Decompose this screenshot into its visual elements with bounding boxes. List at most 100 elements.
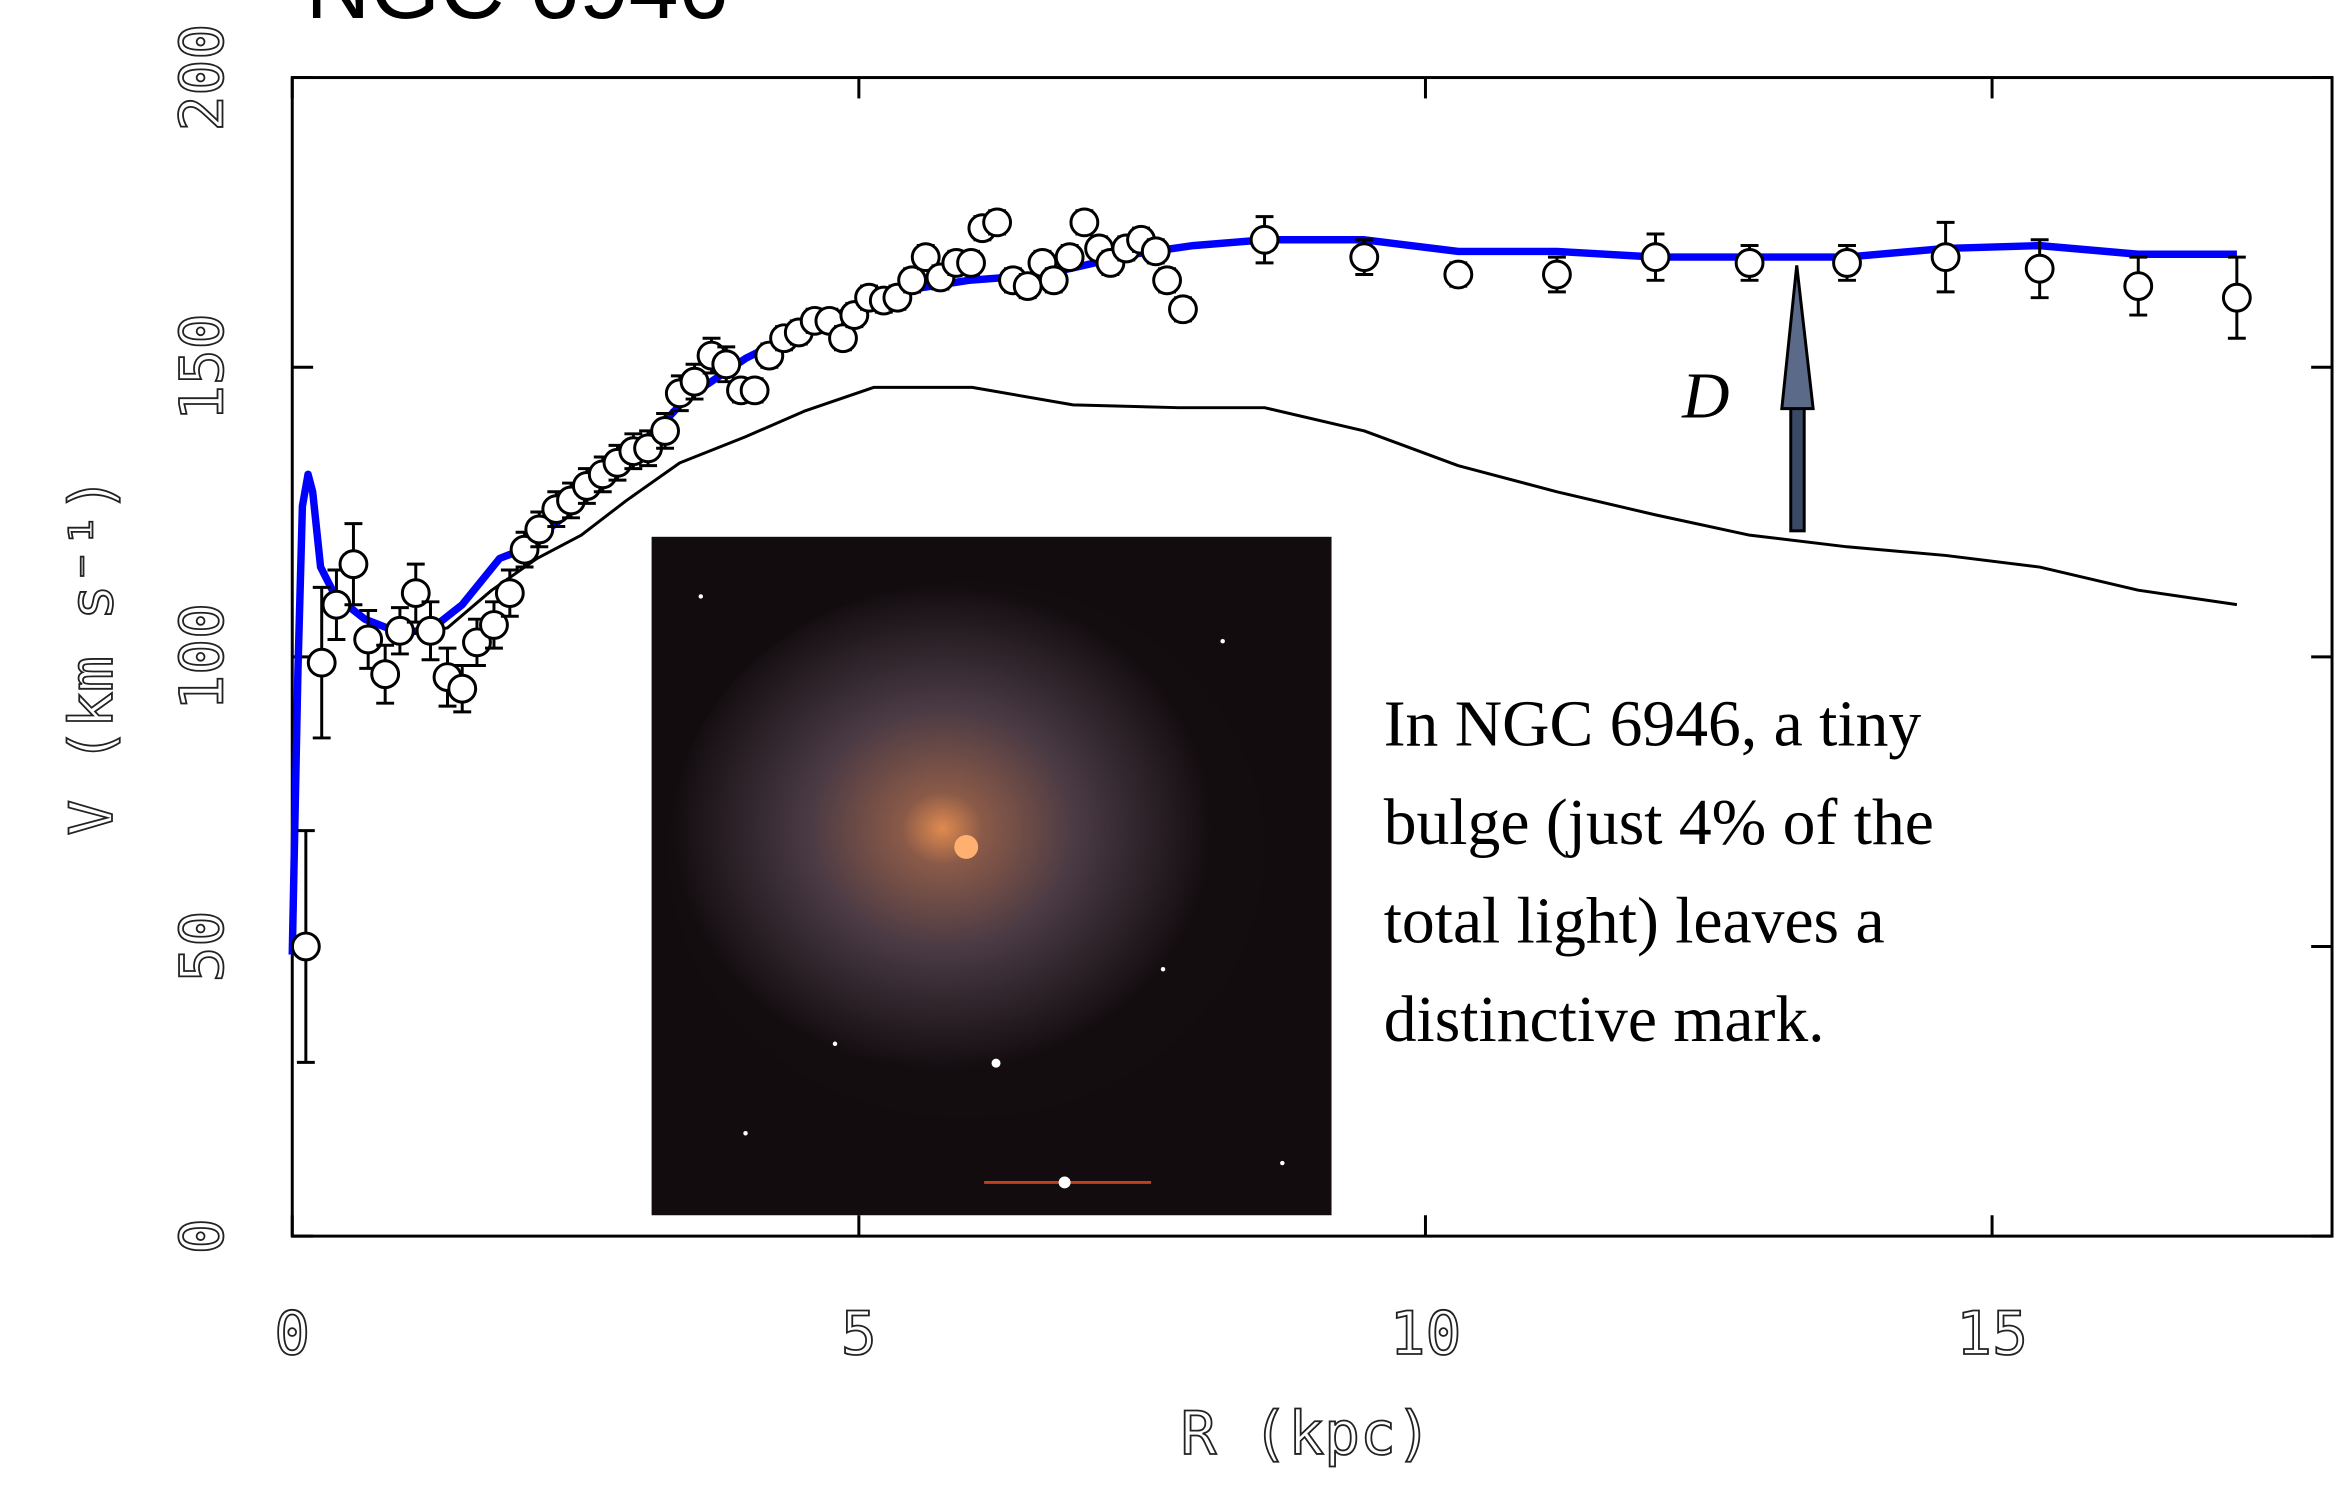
marker — [1152, 265, 1183, 296]
model-curve — [409, 385, 2238, 636]
chart-title: NGC 6946 — [306, 0, 729, 37]
marker — [956, 248, 986, 278]
marker — [1249, 224, 1280, 255]
marker — [1349, 242, 1380, 273]
data-point — [2123, 255, 2154, 317]
data-point — [370, 643, 401, 705]
data-point — [650, 412, 680, 450]
data-point — [509, 530, 540, 569]
data-point — [1249, 215, 1280, 265]
data-point — [1012, 271, 1043, 302]
data-point — [739, 375, 770, 406]
data-point — [462, 617, 492, 668]
data-point — [1832, 244, 1862, 282]
marker — [494, 578, 525, 609]
data-point — [290, 829, 321, 1064]
marker — [1038, 265, 1069, 296]
data-point — [956, 248, 986, 278]
data-point — [1542, 255, 1572, 294]
marker — [524, 514, 555, 545]
data-point — [338, 522, 369, 607]
data-point — [384, 606, 415, 656]
y-axis-label: V (km s⁻¹) — [58, 477, 127, 836]
data-point — [711, 345, 742, 384]
marker — [711, 349, 742, 380]
marker — [1443, 259, 1474, 290]
x-tick-label: 0 — [274, 1300, 310, 1369]
marker — [509, 534, 540, 565]
marker — [910, 242, 941, 273]
data-point — [1168, 294, 1198, 325]
y-tick-label: 100 — [168, 603, 237, 711]
data-point — [1734, 244, 1765, 282]
y-tick-label: 0 — [168, 1218, 237, 1254]
data-point — [1640, 232, 1671, 282]
arrow — [1780, 265, 1815, 533]
marker — [400, 578, 431, 609]
marker — [2024, 253, 2055, 284]
data-point — [479, 600, 509, 650]
marker — [2123, 271, 2154, 302]
marker — [679, 366, 710, 397]
marker — [2221, 282, 2252, 313]
marker — [739, 375, 770, 406]
marker — [415, 615, 446, 646]
y-tick-label: 200 — [168, 24, 237, 132]
annotation-line: bulge (just 4% of the — [1384, 787, 1934, 859]
marker — [384, 615, 415, 646]
marker — [897, 265, 928, 296]
annotation-line: distinctive mark. — [1384, 984, 1825, 1056]
galaxy-image — [651, 536, 1332, 1216]
x-tick-label: 10 — [1390, 1300, 1462, 1369]
data-point — [1038, 265, 1069, 296]
marker — [1832, 248, 1862, 278]
marker — [479, 610, 509, 640]
marker — [982, 207, 1013, 238]
marker — [1054, 242, 1085, 273]
data-point — [828, 323, 858, 354]
data-point — [910, 242, 941, 273]
data-point — [1069, 207, 1100, 238]
x-axis-label: R (kpc) — [1181, 1400, 1432, 1469]
marker — [828, 323, 858, 354]
data-point — [2221, 255, 2252, 340]
data-point — [982, 207, 1013, 238]
marker — [447, 673, 478, 704]
x-tick-label: 15 — [1956, 1300, 2028, 1369]
data-point — [400, 562, 431, 624]
data-point — [2024, 238, 2055, 300]
data-point — [1349, 238, 1380, 277]
marker — [306, 647, 337, 678]
data-point — [1152, 265, 1183, 296]
marker — [338, 549, 369, 580]
marker — [650, 416, 680, 446]
data-point — [353, 609, 384, 670]
annotation: In NGC 6946, a tiny bulge (just 4% of the… — [1384, 689, 1934, 1056]
data-point — [1930, 220, 1961, 294]
x-tick-label: 5 — [841, 1300, 877, 1369]
data-point — [1443, 259, 1474, 290]
marker — [1542, 259, 1572, 290]
data-point — [306, 585, 337, 740]
y-tick-label: 50 — [168, 911, 237, 983]
arrow-label: D — [1681, 361, 1729, 433]
data-point — [1054, 242, 1085, 273]
marker — [1069, 207, 1100, 238]
annotation-line: In NGC 6946, a tiny — [1384, 689, 1922, 761]
marker — [353, 624, 384, 655]
marker — [290, 931, 321, 962]
data-point — [524, 510, 555, 549]
marker — [370, 659, 401, 690]
marker — [1734, 248, 1765, 278]
marker — [1168, 294, 1198, 325]
marker — [1640, 242, 1671, 273]
y-tick-label: 150 — [168, 313, 237, 421]
data-point — [321, 568, 352, 641]
data-point — [541, 490, 572, 528]
marker — [1140, 236, 1171, 267]
data-point — [447, 664, 478, 714]
data-point — [494, 568, 525, 618]
data-point — [1140, 236, 1171, 267]
